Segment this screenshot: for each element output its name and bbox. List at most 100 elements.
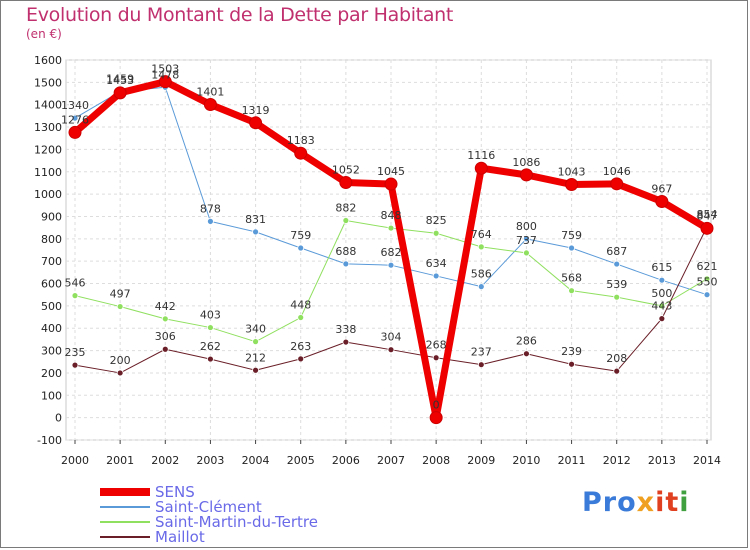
data-point [613, 293, 621, 301]
data-point [429, 411, 443, 425]
x-tick-label: 2004 [242, 454, 270, 467]
data-point [294, 146, 308, 160]
data-point [565, 178, 579, 192]
data-label: 825 [426, 214, 447, 227]
data-label: 497 [110, 288, 131, 301]
data-label: 737 [516, 234, 537, 247]
data-label: 1478 [151, 68, 179, 81]
data-point [342, 338, 350, 346]
data-label: 848 [381, 209, 402, 222]
y-tick-label: -100 [37, 434, 62, 447]
data-point [613, 367, 621, 375]
data-point [523, 350, 530, 358]
data-point [203, 97, 217, 111]
data-point [658, 302, 666, 310]
plot-area [65, 59, 712, 441]
data-label: 586 [471, 268, 492, 281]
x-tick-label: 2008 [422, 454, 450, 467]
series-layer [68, 75, 714, 425]
data-label: 546 [65, 277, 86, 290]
data-label: 967 [651, 182, 672, 195]
data-label: 500 [651, 287, 672, 300]
data-label: 268 [426, 339, 447, 352]
data-label: 1503 [151, 63, 179, 76]
data-point [297, 314, 305, 321]
data-label: 539 [606, 278, 627, 291]
data-label: 1401 [196, 85, 224, 98]
y-tick-label: 500 [41, 300, 62, 313]
y-tick-label: 900 [41, 210, 62, 223]
data-label: 338 [335, 323, 356, 336]
data-point [432, 272, 440, 280]
data-point [432, 229, 440, 237]
y-tick-label: 1200 [34, 143, 62, 156]
x-tick-label: 2000 [61, 454, 89, 467]
data-label: 443 [651, 300, 672, 313]
logo-part: it [655, 487, 680, 518]
data-point [477, 243, 485, 251]
data-point [387, 224, 395, 232]
x-tick-label: 2003 [196, 454, 224, 467]
data-point [700, 221, 714, 235]
data-point [387, 261, 395, 269]
data-point [207, 324, 214, 331]
x-tick-label: 2013 [648, 454, 676, 467]
data-label: 1043 [558, 166, 586, 179]
data-label: 340 [245, 323, 266, 336]
y-tick-label: 400 [41, 322, 62, 335]
data-point [432, 354, 440, 362]
legend-label: Saint-Clément [155, 498, 262, 516]
x-tick-label: 2002 [151, 454, 179, 467]
x-tick-label: 2014 [693, 454, 721, 467]
y-tick-label: 1000 [34, 188, 62, 201]
data-label: 800 [516, 220, 537, 233]
data-point [610, 177, 624, 191]
data-label: 621 [697, 260, 718, 273]
legend-label: Maillot [155, 528, 205, 546]
data-label: 1459 [106, 73, 134, 86]
data-label: 568 [561, 272, 582, 285]
logo-part: Pro [582, 487, 637, 518]
data-label: 550 [697, 276, 718, 289]
data-point [249, 116, 263, 130]
data-label: 682 [381, 246, 402, 259]
data-point [387, 346, 395, 354]
data-label: 263 [290, 340, 311, 353]
data-point [384, 177, 398, 191]
data-label: 1116 [467, 149, 495, 162]
data-labels: 1340 1459 1478 878 831 759 688 682 634 586 800 759 6… [61, 63, 718, 412]
data-label: 759 [290, 229, 311, 242]
chart-title: Evolution du Montant de la Dette par Hab… [26, 4, 454, 26]
legend: SENSSaint-ClémentSaint-Martin-du-TertreM… [100, 483, 318, 546]
y-tick-label: 1300 [34, 121, 62, 134]
logo-part: x [636, 487, 656, 518]
data-point [71, 292, 79, 300]
data-point [161, 345, 169, 353]
data-point [252, 366, 259, 374]
data-label: 759 [561, 229, 582, 242]
data-label: 615 [651, 261, 672, 274]
x-tick-label: 2005 [287, 454, 315, 467]
data-label: 1340 [61, 99, 89, 112]
x-tick-label: 2012 [603, 454, 631, 467]
logo-part: i [679, 487, 690, 518]
data-point [207, 355, 214, 363]
data-point [71, 361, 79, 369]
data-label: 237 [471, 346, 492, 359]
data-point [568, 287, 575, 295]
data-label: 854 [697, 208, 718, 221]
data-point [116, 303, 124, 310]
data-label: 1276 [61, 113, 89, 126]
y-tick-label: 1600 [34, 54, 62, 67]
data-point [655, 194, 669, 208]
x-tick-label: 2009 [467, 454, 495, 467]
data-point [252, 338, 259, 346]
data-point [477, 361, 485, 369]
data-point [116, 369, 124, 377]
data-point [113, 86, 127, 100]
data-point [297, 244, 305, 252]
data-label: 442 [155, 300, 176, 313]
data-label: 304 [381, 331, 402, 344]
legend-label: Saint-Martin-du-Tertre [155, 513, 318, 531]
